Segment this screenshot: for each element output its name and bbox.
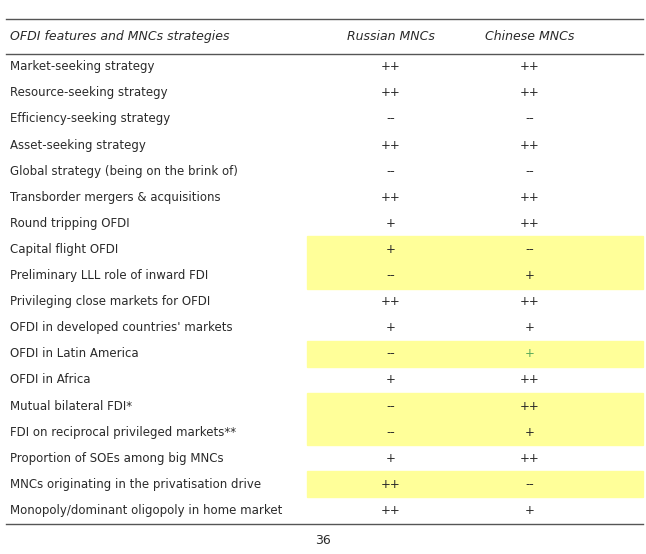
Text: Transborder mergers & acquisitions: Transborder mergers & acquisitions [10, 191, 220, 204]
Text: --: -- [386, 399, 395, 413]
Bar [307, 341, 643, 367]
Text: ++: ++ [520, 452, 539, 465]
Text: Round tripping OFDI: Round tripping OFDI [10, 217, 129, 230]
Text: Mutual bilateral FDI*: Mutual bilateral FDI* [10, 399, 132, 413]
Text: ++: ++ [520, 86, 539, 99]
Text: ++: ++ [520, 60, 539, 73]
Bar [307, 263, 643, 289]
Text: Asset-seeking strategy: Asset-seeking strategy [10, 138, 145, 152]
Text: 36: 36 [315, 534, 331, 547]
Text: ++: ++ [381, 86, 401, 99]
Text: OFDI in developed countries' markets: OFDI in developed countries' markets [10, 321, 233, 334]
Text: --: -- [386, 165, 395, 178]
Text: +: + [525, 269, 535, 282]
Text: ++: ++ [381, 191, 401, 204]
Text: Capital flight OFDI: Capital flight OFDI [10, 243, 118, 256]
Text: ++: ++ [381, 504, 401, 517]
Text: --: -- [525, 478, 534, 491]
Text: +: + [386, 321, 396, 334]
Text: ++: ++ [381, 138, 401, 152]
Text: --: -- [386, 425, 395, 439]
Text: ++: ++ [520, 138, 539, 152]
Text: Efficiency-seeking strategy: Efficiency-seeking strategy [10, 112, 170, 126]
Text: Market-seeking strategy: Market-seeking strategy [10, 60, 154, 73]
Bar [307, 237, 643, 263]
Text: +: + [386, 373, 396, 387]
Text: ++: ++ [381, 478, 401, 491]
Text: --: -- [386, 347, 395, 361]
Bar [307, 393, 643, 419]
Text: ++: ++ [520, 191, 539, 204]
Text: ++: ++ [520, 399, 539, 413]
Text: Chinese MNCs: Chinese MNCs [485, 30, 574, 43]
Text: +: + [386, 243, 396, 256]
Text: Privileging close markets for OFDI: Privileging close markets for OFDI [10, 295, 210, 308]
Text: +: + [525, 347, 535, 361]
Text: OFDI in Latin America: OFDI in Latin America [10, 347, 138, 361]
Bar [307, 471, 643, 497]
Text: --: -- [525, 165, 534, 178]
Text: ++: ++ [520, 217, 539, 230]
Text: --: -- [386, 269, 395, 282]
Text: ++: ++ [520, 373, 539, 387]
Text: +: + [525, 425, 535, 439]
Text: OFDI features and MNCs strategies: OFDI features and MNCs strategies [10, 30, 229, 43]
Text: --: -- [525, 112, 534, 126]
Text: Proportion of SOEs among big MNCs: Proportion of SOEs among big MNCs [10, 452, 224, 465]
Text: ++: ++ [381, 295, 401, 308]
Text: +: + [525, 321, 535, 334]
Text: --: -- [386, 112, 395, 126]
Text: ++: ++ [520, 295, 539, 308]
Text: ++: ++ [381, 60, 401, 73]
Text: Resource-seeking strategy: Resource-seeking strategy [10, 86, 167, 99]
Bar [307, 419, 643, 445]
Text: --: -- [525, 243, 534, 256]
Text: +: + [525, 504, 535, 517]
Text: Global strategy (being on the brink of): Global strategy (being on the brink of) [10, 165, 238, 178]
Text: +: + [386, 217, 396, 230]
Text: +: + [386, 452, 396, 465]
Text: Russian MNCs: Russian MNCs [347, 30, 435, 43]
Text: FDI on reciprocal privileged markets**: FDI on reciprocal privileged markets** [10, 425, 236, 439]
Text: Preliminary LLL role of inward FDI: Preliminary LLL role of inward FDI [10, 269, 208, 282]
Text: Monopoly/dominant oligopoly in home market: Monopoly/dominant oligopoly in home mark… [10, 504, 282, 517]
Text: OFDI in Africa: OFDI in Africa [10, 373, 90, 387]
Text: MNCs originating in the privatisation drive: MNCs originating in the privatisation dr… [10, 478, 261, 491]
